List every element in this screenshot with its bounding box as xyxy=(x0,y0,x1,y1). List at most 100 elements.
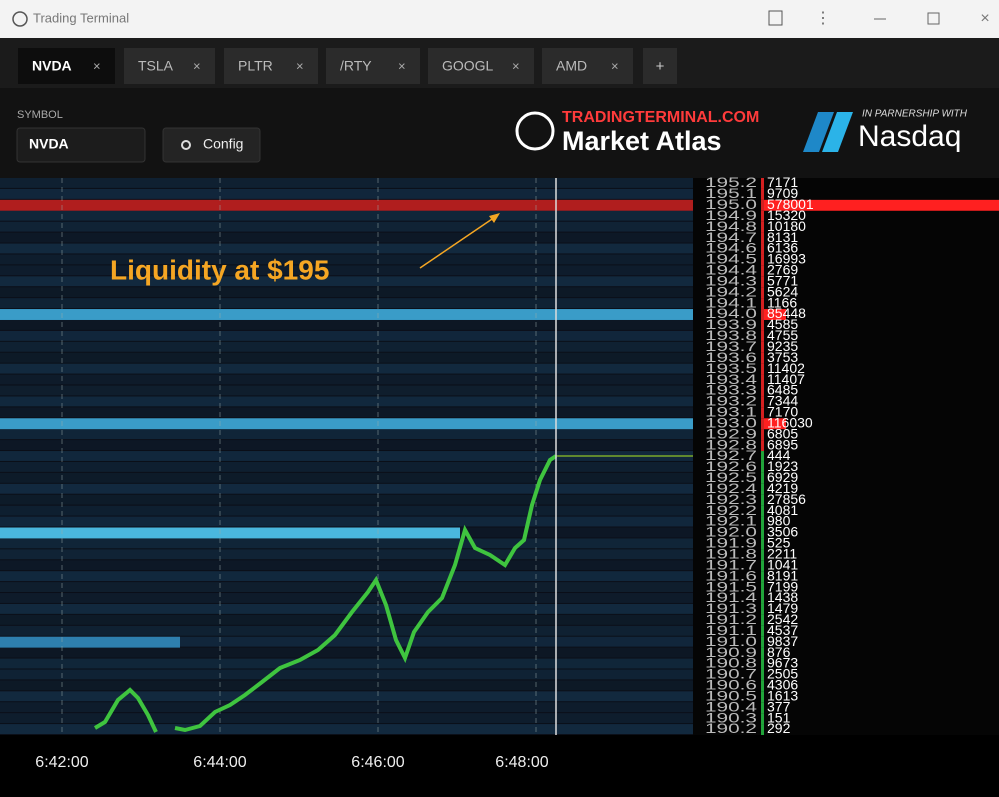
price-level: 191.0 xyxy=(705,633,757,649)
level-size: 5624 xyxy=(767,283,798,299)
price-level: 194.0 xyxy=(705,305,757,321)
level-size: 5771 xyxy=(767,272,798,288)
depth-bar xyxy=(761,287,764,299)
time-label: 6:46:00 xyxy=(351,754,404,771)
tab-close[interactable]: × xyxy=(296,58,304,73)
nasdaq-logo xyxy=(822,112,853,152)
new-tab[interactable] xyxy=(643,48,677,84)
heat-band xyxy=(0,221,693,232)
heat-band xyxy=(0,287,693,298)
price-level: 194.3 xyxy=(705,272,757,288)
tab-label: /RTY xyxy=(340,58,372,74)
depth-bar xyxy=(761,593,764,604)
price-level: 191.9 xyxy=(705,535,757,551)
heat-band xyxy=(0,451,693,461)
level-size: 2769 xyxy=(767,262,798,278)
level-size: 7171 xyxy=(767,174,798,190)
symbol-input[interactable] xyxy=(16,127,146,163)
price-level: 195.1 xyxy=(705,185,757,201)
price-level: 191.7 xyxy=(705,556,757,572)
heat-band xyxy=(0,527,460,539)
tab-close[interactable]: × xyxy=(193,58,201,73)
depth-bar xyxy=(761,254,764,266)
time-label: 6:48:00 xyxy=(495,754,548,771)
price-level: 194.6 xyxy=(705,240,757,256)
price-level: 192.1 xyxy=(705,513,757,529)
depth-bar xyxy=(761,636,764,648)
brand-main: Market Atlas xyxy=(562,126,722,156)
depth-bar xyxy=(761,494,764,506)
depth-bar xyxy=(761,527,764,539)
tab-label: AMD xyxy=(556,58,587,74)
heat-band xyxy=(0,429,693,440)
level-size: 9235 xyxy=(767,338,798,354)
price-level: 190.6 xyxy=(705,677,757,693)
price-level: 195.0 xyxy=(705,196,757,212)
heat-band xyxy=(0,298,693,309)
heat-band xyxy=(0,658,693,669)
header xyxy=(0,88,999,178)
tab[interactable] xyxy=(428,48,534,84)
config-button[interactable] xyxy=(162,127,261,163)
tab[interactable] xyxy=(18,48,115,84)
depth-bar xyxy=(761,374,764,386)
depth-bar xyxy=(761,352,764,364)
tab[interactable] xyxy=(542,48,633,84)
depth-bar xyxy=(761,396,764,408)
depth-bar xyxy=(761,669,764,681)
tab[interactable] xyxy=(326,48,420,84)
heat-band xyxy=(0,319,693,330)
tab-close[interactable]: × xyxy=(611,58,619,73)
price-level: 193.8 xyxy=(705,327,757,343)
level-size: 116030 xyxy=(767,414,813,430)
price-level: 194.4 xyxy=(705,262,757,278)
price-level: 193.6 xyxy=(705,349,757,365)
heat-band xyxy=(0,593,693,603)
tab[interactable] xyxy=(224,48,318,84)
price-level: 191.3 xyxy=(705,600,757,616)
price-level: 191.8 xyxy=(705,545,757,561)
price-level: 190.5 xyxy=(705,687,757,703)
extension-button[interactable] xyxy=(768,10,783,26)
partner-note: IN PARNERSHIP WITH xyxy=(862,109,968,120)
depth-bar xyxy=(761,385,764,397)
price-level: 193.2 xyxy=(705,393,757,409)
time-axis xyxy=(0,735,999,792)
price-level: 192.6 xyxy=(705,458,757,474)
new-tab-icon: + xyxy=(656,58,665,75)
level-size: 876 xyxy=(767,644,791,660)
tab-close[interactable]: × xyxy=(93,58,101,73)
level-size: 11402 xyxy=(767,360,805,376)
tab[interactable] xyxy=(124,48,215,84)
price-level: 193.3 xyxy=(705,382,757,398)
maximize-button[interactable] xyxy=(927,12,940,25)
heat-band xyxy=(0,582,693,593)
close-button[interactable]: × xyxy=(980,10,989,27)
partner-name: Nasdaq xyxy=(858,120,961,153)
heat-band xyxy=(0,188,693,199)
tab-label: TSLA xyxy=(138,58,174,74)
level-size: 1041 xyxy=(767,556,798,572)
depth-bar xyxy=(761,276,764,288)
heat-band xyxy=(0,494,693,505)
level-size: 2542 xyxy=(767,611,798,627)
brand-logo xyxy=(515,111,555,151)
level-size: 10180 xyxy=(767,218,806,234)
heat-band xyxy=(0,636,180,648)
level-size: 15320 xyxy=(767,207,806,223)
menu-button[interactable]: ⋮ xyxy=(815,10,831,27)
level-size: 980 xyxy=(767,513,791,529)
price-level: 193.0 xyxy=(705,414,757,430)
level-size: 6805 xyxy=(767,425,798,441)
depth-bar xyxy=(761,560,764,572)
heat-band xyxy=(0,341,693,352)
level-size: 4537 xyxy=(767,622,798,638)
price-level: 193.5 xyxy=(705,360,757,376)
price-level: 194.8 xyxy=(705,218,757,234)
price-level: 193.9 xyxy=(705,316,757,332)
price-line xyxy=(174,454,558,733)
tab-close[interactable]: × xyxy=(398,58,406,73)
tab-close[interactable]: × xyxy=(512,58,520,73)
heat-band xyxy=(0,178,693,188)
